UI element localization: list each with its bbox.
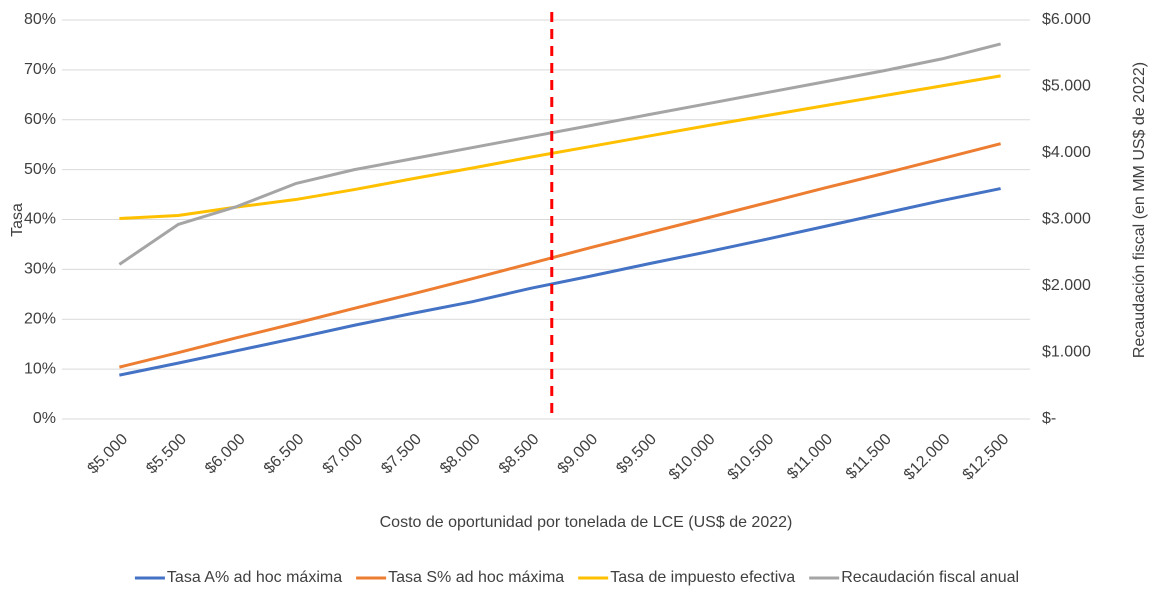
y2-tick-label: $5.000 [1042, 78, 1091, 95]
x-tick-label: $10.500 [725, 431, 778, 484]
x-tick-label: $8.000 [437, 431, 484, 478]
y2-tick-label: $3.000 [1042, 211, 1091, 228]
legend-label: Tasa S% ad hoc máxima [388, 569, 564, 586]
y2-tick-label: $4.000 [1042, 144, 1091, 161]
y-tick-label: 70% [24, 61, 56, 78]
y-tick-label: 60% [24, 111, 56, 128]
x-tick-label: $5.500 [143, 431, 190, 478]
x-tick-label: $5.000 [85, 431, 132, 478]
y2-axis-title: Recaudación fiscal (en MM US$ de 2022) [1131, 62, 1148, 358]
x-tick-label: $9.000 [555, 431, 602, 478]
x-tick-label: $8.500 [496, 431, 543, 478]
y-tick-label: 0% [33, 410, 56, 427]
y-tick-label: 40% [24, 211, 56, 228]
y-tick-label: 30% [24, 261, 56, 278]
x-tick-label: $6.000 [202, 431, 249, 478]
x-axis-title: Costo de oportunidad por tonelada de LCE… [380, 514, 793, 531]
line-series [119, 187, 1001, 377]
line-series [119, 74, 1001, 221]
legend: Tasa A% ad hoc máxima Tasa S% ad hoc máxi… [134, 569, 1019, 586]
legend-label: Tasa de impuesto efectiva [610, 569, 795, 586]
y-tick-label: 10% [24, 360, 56, 377]
x-tick-label: $9.500 [613, 431, 660, 478]
line-series [118, 42, 1002, 266]
x-tick-label: $12.000 [901, 431, 954, 484]
y-tick-label: 50% [24, 161, 56, 178]
y2-tick-label: $6.000 [1042, 11, 1091, 28]
x-tick-label: $11.500 [843, 431, 895, 483]
legend-label: Recaudación fiscal anual [841, 569, 1019, 586]
y-axis-title: Tasa [9, 203, 26, 237]
y2-tick-label: $- [1042, 410, 1056, 427]
x-tick-label: $6.500 [261, 431, 308, 478]
x-tick-label: $12.500 [960, 431, 1013, 484]
y2-tick-label: $2.000 [1042, 277, 1091, 294]
y2-tick-label: $1.000 [1042, 344, 1091, 361]
x-tick-label: $11.000 [784, 431, 836, 483]
x-tick-label: $10.000 [666, 431, 719, 484]
y-tick-label: 20% [24, 310, 56, 327]
x-tick-label: $7.000 [320, 431, 367, 478]
x-tick-label: $7.500 [378, 431, 425, 478]
legend-label: Tasa A% ad hoc máxima [167, 569, 342, 586]
y-tick-label: 80% [24, 11, 56, 28]
line-series [119, 142, 1002, 369]
